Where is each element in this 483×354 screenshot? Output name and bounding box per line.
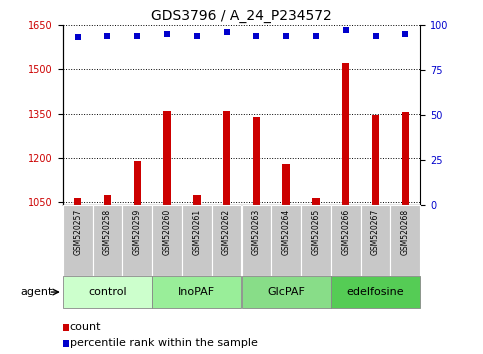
Bar (63, 205, 93, 276)
Bar (312, 198, 320, 205)
Bar (253, 116, 260, 205)
Point (372, 33, 380, 39)
Text: edelfosine: edelfosine (347, 287, 404, 297)
Point (133, 33, 141, 39)
Bar (212, 205, 242, 276)
Point (163, 31, 171, 37)
Point (74, 35, 82, 40)
Bar (283, 164, 290, 205)
Point (312, 33, 320, 39)
Bar (242, 205, 271, 276)
Point (401, 31, 409, 37)
Bar (331, 205, 361, 276)
Bar (133, 161, 141, 205)
Bar (152, 276, 242, 308)
Point (104, 33, 112, 39)
Bar (163, 110, 171, 205)
Text: GSM520264: GSM520264 (282, 209, 291, 255)
Bar (271, 205, 301, 276)
Text: count: count (70, 322, 101, 332)
Bar (301, 205, 331, 276)
Text: GSM520262: GSM520262 (222, 209, 231, 255)
Bar (74, 198, 82, 205)
Text: GSM520263: GSM520263 (252, 209, 261, 255)
Bar (390, 205, 420, 276)
Bar (242, 276, 331, 308)
Text: InoPAF: InoPAF (178, 287, 215, 297)
Point (193, 33, 201, 39)
Text: GSM520266: GSM520266 (341, 209, 350, 255)
Bar (223, 110, 230, 205)
Bar (193, 195, 200, 205)
Point (282, 33, 290, 39)
Text: GSM520260: GSM520260 (163, 209, 171, 255)
Text: GSM520267: GSM520267 (371, 209, 380, 255)
Text: GSM520259: GSM520259 (133, 209, 142, 255)
Bar (182, 205, 212, 276)
Text: GSM520268: GSM520268 (401, 209, 410, 255)
Text: GlcPAF: GlcPAF (267, 287, 305, 297)
Text: GSM520265: GSM520265 (312, 209, 320, 255)
Text: percentile rank within the sample: percentile rank within the sample (70, 338, 257, 348)
Text: agent: agent (21, 287, 53, 297)
Bar (152, 205, 182, 276)
Text: GSM520261: GSM520261 (192, 209, 201, 255)
Bar (331, 276, 420, 308)
Bar (372, 115, 379, 205)
Point (253, 33, 260, 39)
Text: GSM520258: GSM520258 (103, 209, 112, 255)
Bar (93, 205, 122, 276)
Text: GDS3796 / A_24_P234572: GDS3796 / A_24_P234572 (151, 9, 332, 23)
Bar (361, 205, 390, 276)
Point (342, 27, 350, 33)
Bar (104, 195, 111, 205)
Text: control: control (88, 287, 127, 297)
Bar (342, 63, 350, 205)
Bar (63, 276, 152, 308)
Bar (401, 112, 409, 205)
Text: GSM520257: GSM520257 (73, 209, 82, 255)
Bar (122, 205, 152, 276)
Point (223, 29, 230, 35)
